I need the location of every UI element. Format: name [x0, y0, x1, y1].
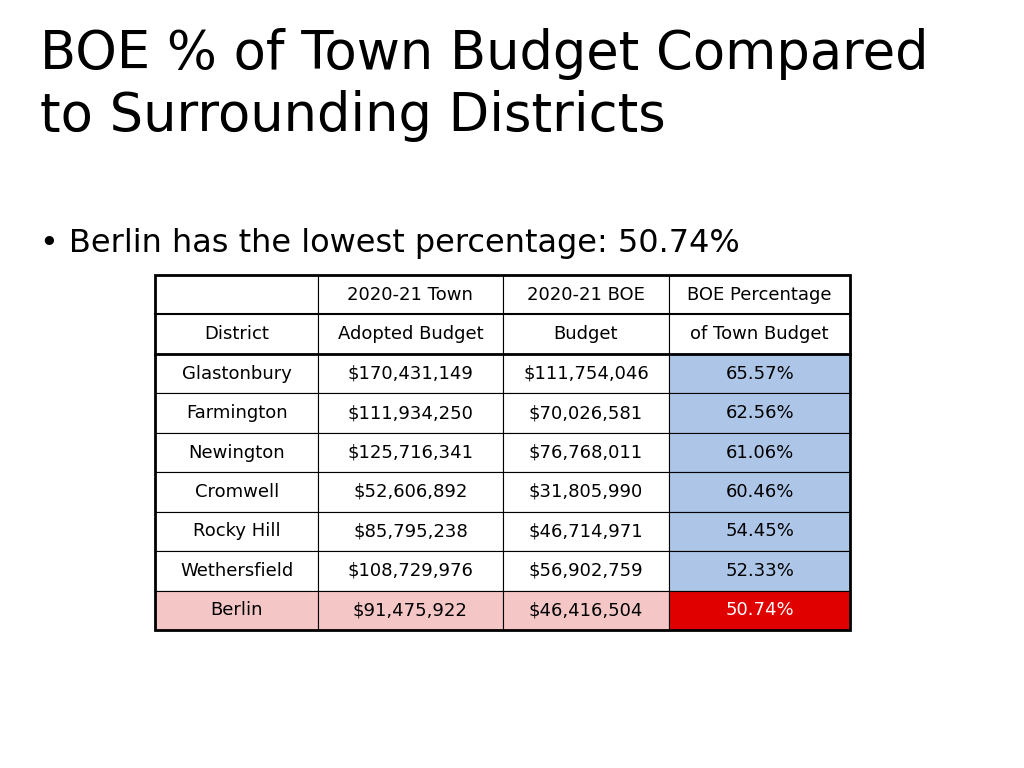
Bar — [503, 393, 670, 433]
Text: $76,768,011: $76,768,011 — [528, 443, 643, 462]
Bar — [318, 551, 503, 591]
Bar — [503, 472, 670, 511]
Text: BOE % of Town Budget Compared
to Surrounding Districts: BOE % of Town Budget Compared to Surroun… — [40, 28, 929, 142]
Text: $46,714,971: $46,714,971 — [528, 522, 643, 541]
Bar — [670, 511, 850, 551]
Bar — [670, 551, 850, 591]
Text: $91,475,922: $91,475,922 — [353, 601, 468, 619]
Text: Wethersfield: Wethersfield — [180, 562, 293, 580]
Text: 2020-21 BOE: 2020-21 BOE — [527, 286, 645, 303]
Text: 62.56%: 62.56% — [725, 404, 794, 422]
Bar — [155, 591, 318, 630]
Bar — [155, 275, 850, 630]
Bar — [318, 433, 503, 472]
Text: 65.57%: 65.57% — [725, 365, 794, 382]
Bar — [155, 472, 318, 511]
Text: $31,805,990: $31,805,990 — [528, 483, 643, 501]
Bar — [503, 591, 670, 630]
Bar — [670, 275, 850, 354]
Text: Adopted Budget: Adopted Budget — [338, 325, 483, 343]
Text: $85,795,238: $85,795,238 — [353, 522, 468, 541]
Text: 2020-21 Town: 2020-21 Town — [347, 286, 473, 303]
Text: 52.33%: 52.33% — [725, 562, 794, 580]
Text: of Town Budget: of Town Budget — [690, 325, 828, 343]
Bar — [318, 354, 503, 393]
Bar — [670, 591, 850, 630]
Bar — [155, 511, 318, 551]
Bar — [155, 354, 318, 393]
Text: $170,431,149: $170,431,149 — [347, 365, 473, 382]
Bar — [503, 354, 670, 393]
Text: Glastonbury: Glastonbury — [181, 365, 292, 382]
Text: Farmington: Farmington — [185, 404, 288, 422]
Text: BOE Percentage: BOE Percentage — [687, 286, 831, 303]
Bar — [318, 511, 503, 551]
Bar — [155, 433, 318, 472]
Text: $56,902,759: $56,902,759 — [528, 562, 643, 580]
Text: Cromwell: Cromwell — [195, 483, 279, 501]
Text: $46,416,504: $46,416,504 — [528, 601, 643, 619]
Text: $70,026,581: $70,026,581 — [528, 404, 643, 422]
Text: $125,716,341: $125,716,341 — [347, 443, 473, 462]
Text: Budget: Budget — [554, 325, 618, 343]
Text: 50.74%: 50.74% — [725, 601, 794, 619]
Bar — [670, 393, 850, 433]
Bar — [670, 472, 850, 511]
Text: $52,606,892: $52,606,892 — [353, 483, 468, 501]
Text: District: District — [204, 325, 269, 343]
Bar — [155, 551, 318, 591]
Bar — [318, 472, 503, 511]
Bar — [318, 275, 503, 354]
Bar — [670, 433, 850, 472]
Bar — [155, 275, 318, 354]
Bar — [155, 393, 318, 433]
Text: $108,729,976: $108,729,976 — [347, 562, 473, 580]
Bar — [503, 511, 670, 551]
Text: Berlin: Berlin — [210, 601, 263, 619]
Text: 60.46%: 60.46% — [725, 483, 794, 501]
Text: 54.45%: 54.45% — [725, 522, 794, 541]
Text: 61.06%: 61.06% — [726, 443, 794, 462]
Bar — [670, 354, 850, 393]
Text: • Berlin has the lowest percentage: 50.74%: • Berlin has the lowest percentage: 50.7… — [40, 228, 739, 259]
Text: Rocky Hill: Rocky Hill — [193, 522, 281, 541]
Text: Newington: Newington — [188, 443, 285, 462]
Text: $111,934,250: $111,934,250 — [347, 404, 473, 422]
Text: $111,754,046: $111,754,046 — [523, 365, 649, 382]
Bar — [503, 275, 670, 354]
Bar — [503, 551, 670, 591]
Bar — [318, 393, 503, 433]
Bar — [503, 433, 670, 472]
Bar — [318, 591, 503, 630]
